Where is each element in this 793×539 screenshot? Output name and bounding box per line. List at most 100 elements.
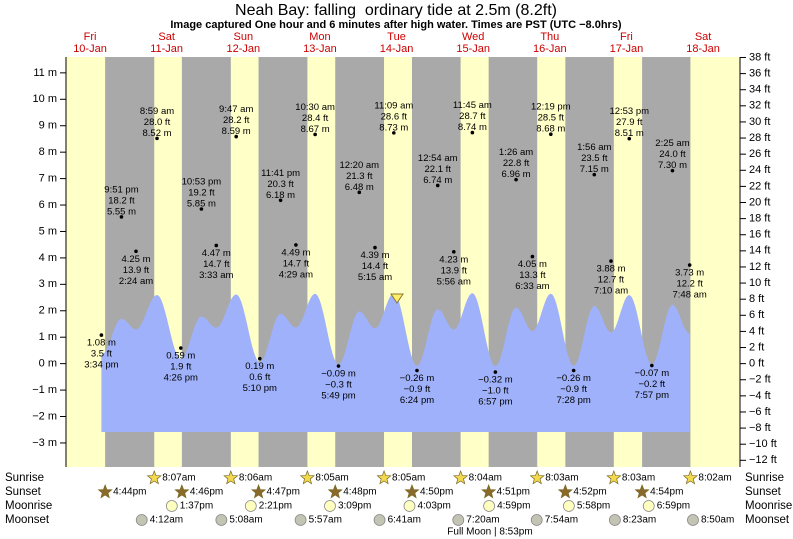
tide-point [650,363,654,368]
tide-point [514,177,518,182]
tide-label: −0.3 ft [325,380,352,391]
moonset-time: 7:54am [545,515,578,526]
tide-label: 1:56 am [577,142,611,153]
moon-icon [215,514,228,526]
tide-label: 28.6 ft [381,111,408,122]
y-tick-label: 10 m [33,93,57,105]
y-tick-label: 2 m [39,305,57,317]
moon-icon [483,500,495,512]
tide-label: 3.5 ft [91,349,112,360]
tide-label: −0.26 m [556,373,591,384]
tide-label: 12:54 am [418,153,458,164]
y2-tick-label: 12 ft [749,261,770,273]
tide-label: 10:53 pm [182,177,222,188]
tide-label: 3:33 am [199,270,233,281]
tide-label: 1:26 am [499,147,533,158]
tide-label: 22.8 ft [503,158,530,169]
tide-point [549,132,553,136]
tide-label: 28.5 ft [538,113,565,124]
sun-icon [557,484,573,499]
tide-label: 14.7 ft [203,259,230,270]
tide-point [336,364,341,368]
now-marker [390,293,404,304]
tide-label: 0.6 ft [249,372,270,383]
y2-tick-label: 34 ft [749,84,770,96]
tide-label: −0.26 m [400,373,435,384]
y2-tick-label: 2 ft [749,341,764,353]
day-name: Sun [233,31,253,43]
tide-label: 18.2 ft [108,195,135,206]
tide-label: 2:25 am [655,138,689,149]
y2-tick-label: 30 ft [749,116,770,128]
tide-label: 4.05 m [518,259,547,270]
y2-tick-label: 36 ft [749,68,770,80]
tide-label: 1.08 m [87,338,116,349]
moonset-time: 7:20am [466,515,499,526]
y2-tick-label: −8 ft [749,422,771,434]
tide-point [592,172,597,177]
sunrise-time: 8:04am [469,473,502,484]
y-tick-label: 6 m [39,199,57,211]
moon-icon [452,514,465,526]
tide-label: 12.2 ft [676,279,703,290]
tide-label: 5:49 pm [321,391,355,402]
sunrise-time: 8:05am [392,473,425,484]
sun-icon [223,470,239,485]
tide-point [357,190,362,195]
tide-label: 2:24 am [119,276,153,287]
tide-label: 11:41 pm [261,168,300,179]
tide-point [134,249,138,254]
day-date: 16-Jan [533,43,567,55]
tide-point [99,333,104,337]
tide-label: 28.0 ft [144,117,171,128]
tide-label: 23.5 ft [581,153,608,164]
tide-label: 14.7 ft [283,258,310,269]
tide-label: 7:10 am [594,286,628,297]
tide-label: 22.1 ft [425,164,452,175]
tide-label: 6.18 m [266,190,295,201]
sun-icon [97,484,113,499]
tide-label: 8.73 m [379,122,408,133]
tide-label: 12:53 pm [609,106,649,117]
tide-point [493,370,498,374]
tide-point [373,245,377,250]
tide-point [257,356,262,361]
tide-label: 8.51 m [615,128,644,139]
moon-icon [165,500,178,512]
day-date: 12-Jan [226,43,260,55]
y2-tick-label: 6 ft [749,309,764,321]
row-label: Moonset [5,514,50,526]
sun-icon [453,470,469,485]
y2-tick-label: 4 ft [749,325,764,337]
tide-label: 20.3 ft [267,179,294,190]
sun-icon [376,470,392,485]
row-label: Sunset [745,486,782,498]
day-date: 18-Jan [686,43,720,55]
sun-icon [481,484,497,499]
chart-title: Neah Bay: falling ordinary tide at 2.5m … [235,2,557,19]
tide-label: 5:15 am [358,272,392,283]
tide-label: 28.7 ft [459,111,486,122]
y2-tick-label: −10 ft [749,438,777,450]
tide-point [571,368,576,373]
y2-tick-label: 8 ft [749,293,764,305]
day-date: 13-Jan [303,43,337,55]
y2-tick-label: 24 ft [749,164,770,176]
tide-point [179,346,183,350]
moonset-time: 6:41am [388,515,421,526]
moonset-time: 5:57am [309,515,342,526]
tide-label: 7.30 m [658,160,687,171]
tide-point [530,254,535,259]
y-tick-label: 3 m [39,278,57,290]
tide-label: 0.19 m [245,361,274,372]
tide-label: 5.85 m [187,199,216,210]
row-label: Sunrise [745,472,784,484]
tide-label: 13.9 ft [441,265,468,276]
tide-point [470,130,475,135]
y2-tick-label: −4 ft [749,390,771,402]
y-tick-label: 7 m [39,173,57,185]
tide-label: 7.15 m [580,164,609,175]
sunset-time: 4:47pm [267,487,300,498]
tide-label: 7:28 pm [556,395,590,406]
tide-label: 27.9 ft [616,117,643,128]
